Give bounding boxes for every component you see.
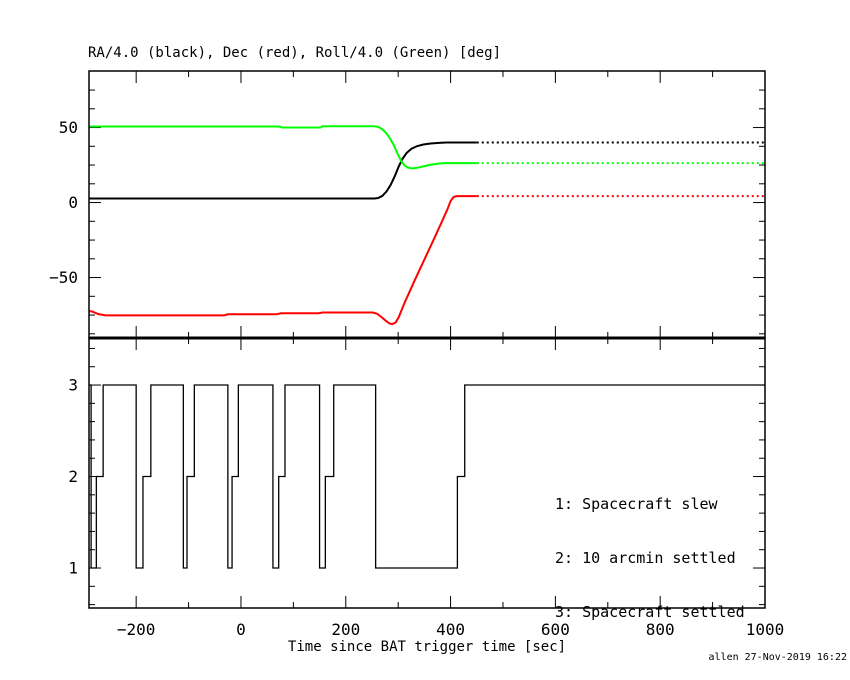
svg-text:800: 800 [646, 620, 675, 639]
svg-text:400: 400 [436, 620, 465, 639]
svg-text:−200: −200 [117, 620, 156, 639]
svg-text:200: 200 [331, 620, 360, 639]
svg-text:0: 0 [236, 620, 246, 639]
legend-line-1: 1: Spacecraft slew [555, 495, 718, 513]
legend-line-2: 2: 10 arcmin settled [555, 549, 736, 567]
status-legend: 1: Spacecraft slew 2: 10 arcmin settled … [555, 459, 745, 657]
svg-text:50: 50 [59, 118, 78, 137]
x-axis-title: Time since BAT trigger time [sec] [287, 639, 567, 655]
legend-line-3: 3: Spacecraft settled [555, 603, 745, 621]
status-curve [89, 384, 765, 569]
svg-text:0: 0 [68, 193, 78, 212]
credit-stamp: allen 27-Nov-2019 16:22 [708, 652, 847, 663]
svg-text:1: 1 [68, 559, 78, 578]
svg-text:1000: 1000 [746, 620, 785, 639]
dec-curve [88, 195, 477, 326]
tick-labels: −200 0 200 400 600 800 1000 50 0 −50 3 2 1 [49, 118, 784, 639]
ra-4-0-curve [89, 141, 477, 200]
roll-4-0-curve [89, 125, 477, 170]
svg-text:2: 2 [68, 467, 78, 486]
svg-text:600: 600 [541, 620, 570, 639]
svg-text:3: 3 [68, 376, 78, 395]
plot-title: RA/4.0 (black), Dec (red), Roll/4.0 (Gre… [88, 45, 502, 61]
svg-text:−50: −50 [49, 268, 78, 287]
top-panel-frame [88, 70, 766, 339]
